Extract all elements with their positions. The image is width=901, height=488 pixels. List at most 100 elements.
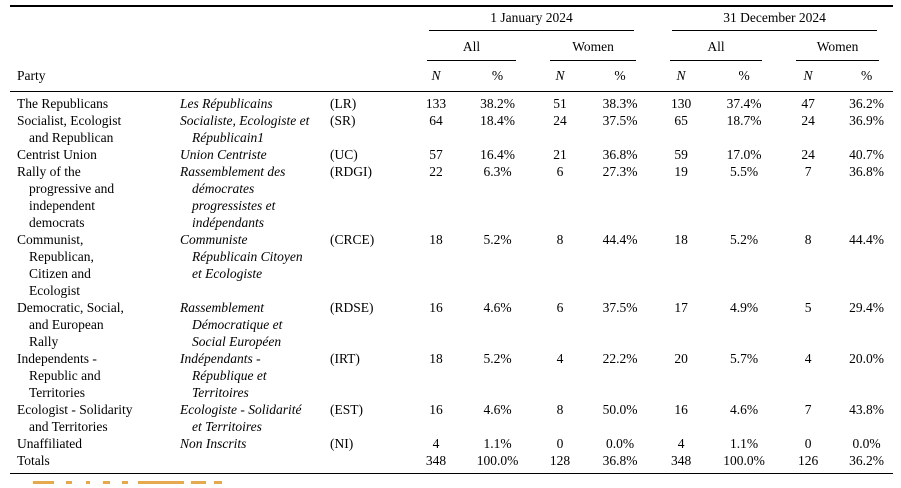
party-name-line: Social Européen xyxy=(192,334,282,349)
clipped-source-note[interactable] xyxy=(33,481,222,488)
party-name-french: Non Inscrits xyxy=(178,435,323,452)
party-name-line: Ecologiste - Solidarité xyxy=(180,402,302,417)
clipped-text-fragment xyxy=(103,481,110,484)
cell-value: 6 xyxy=(556,164,564,179)
cell-value: 0 xyxy=(556,436,564,451)
party-column-header: Party xyxy=(10,6,408,92)
party-abbreviation: (EST) xyxy=(330,402,363,417)
cell-value: 24 xyxy=(553,113,567,128)
cell-value: 18 xyxy=(429,351,443,366)
party-name-line: independent xyxy=(29,198,95,213)
clipped-text-fragment xyxy=(86,481,90,484)
cell-value: 51 xyxy=(553,96,567,111)
party-name-line: Rassemblement xyxy=(180,300,264,315)
col-header-n: N xyxy=(530,61,591,92)
cell-value: 22 xyxy=(429,164,443,179)
party-name-line: Socialiste, Ecologiste et xyxy=(180,113,310,128)
party-name-line: Republican, xyxy=(29,249,94,264)
party-name-line: Démocratique et xyxy=(192,317,283,332)
cell-value: 4 xyxy=(677,436,685,451)
cell-value: 21 xyxy=(553,147,567,162)
subheader-dec-women-label: Women xyxy=(796,31,880,61)
cell-value: 22.2% xyxy=(602,351,638,366)
party-name-english: Independents - Republic and Territories xyxy=(10,350,178,401)
col-header-pct: % xyxy=(590,61,651,92)
party-name-line: et Ecologiste xyxy=(192,266,263,281)
cell-value: 38.3% xyxy=(602,96,638,111)
cell-value: 130 xyxy=(670,96,692,111)
clipped-text-fragment xyxy=(138,481,184,484)
cell-value: 4.9% xyxy=(730,300,759,315)
cell-value: 4 xyxy=(804,351,812,366)
cell-value: 133 xyxy=(425,96,447,111)
cell-value: 37.5% xyxy=(602,113,638,128)
party-name-line: Independents - xyxy=(17,351,97,366)
party-name-french: Union Centriste xyxy=(178,146,323,163)
party-abbreviation: (IRT) xyxy=(330,351,360,366)
cell-value: 24 xyxy=(801,113,815,128)
party-name-line: et Territoires xyxy=(192,419,262,434)
cell-value: 18.4% xyxy=(480,113,515,128)
cell-value: 19 xyxy=(674,164,688,179)
party-name-line: République et xyxy=(192,368,267,383)
party-name-french: Communiste Républicain Citoyen et Ecologis… xyxy=(178,231,323,299)
col-header-n: N xyxy=(776,61,841,92)
party-abbreviation: (UC) xyxy=(330,147,358,162)
party-name-line: Communiste xyxy=(180,232,248,247)
cell-value: 8 xyxy=(556,402,564,417)
col-header-pct: % xyxy=(465,61,531,92)
party-name-english: Ecologist - Solidarity and Territories xyxy=(10,401,178,435)
cell-value: 126 xyxy=(797,453,819,468)
cell-value: 0.0% xyxy=(605,436,635,451)
party-name-french: Rassemblement Démocratique et Social Europ… xyxy=(178,299,323,350)
column-header-row: N % N % N % N % xyxy=(10,61,894,92)
cell-value: 50.0% xyxy=(602,402,638,417)
table-row: Centrist Union Union Centriste (UC) 57 16.4%… xyxy=(10,146,893,163)
party-name-line: Républicain1 xyxy=(192,130,264,145)
party-table-body: The Republicans Les Républicains (LR) 133 38… xyxy=(10,92,893,474)
party-name-line: The Republicans xyxy=(17,96,109,111)
party-abbreviation: (RDGI) xyxy=(330,164,372,179)
col-header-n: N xyxy=(650,61,713,92)
cell-value: 4.6% xyxy=(730,402,759,417)
date-header-row: Party 1 January 2024 31 December 2024 xyxy=(10,6,893,92)
party-name-line: Ecologist - Solidarity xyxy=(17,402,133,417)
cell-value: 16 xyxy=(429,402,443,417)
cell-value: 100.0% xyxy=(723,453,765,468)
cell-value: 44.4% xyxy=(849,232,885,247)
party-name-english: Totals xyxy=(10,452,178,474)
col-header-pct: % xyxy=(712,61,777,92)
cell-value: 17.0% xyxy=(726,147,762,162)
party-name-french: Socialiste, Ecologiste et Républicain1 xyxy=(178,112,323,146)
clipped-text-fragment xyxy=(122,481,128,484)
party-name-line: Rally of the xyxy=(17,164,81,179)
party-name-line: Citizen and xyxy=(29,266,91,281)
cell-value: 18 xyxy=(429,232,443,247)
col-header-pct: % xyxy=(840,61,894,92)
cell-value: 27.3% xyxy=(602,164,638,179)
party-name-line: Centrist Union xyxy=(17,147,97,162)
table-row: Socialist, Ecologist and Republican Social… xyxy=(10,112,893,146)
party-name-french: Ecologiste - Solidarité et Territoires xyxy=(178,401,323,435)
party-table: Party 1 January 2024 31 December 2024 Al… xyxy=(10,5,894,474)
cell-value: 1.1% xyxy=(483,436,512,451)
cell-value: 16 xyxy=(674,402,688,417)
cell-value: 16 xyxy=(429,300,443,315)
cell-value: 37.4% xyxy=(726,96,762,111)
party-name-line: Indépendants - xyxy=(180,351,261,366)
subheader-jan-women: Women xyxy=(530,31,650,61)
party-name-line: Non Inscrits xyxy=(180,436,247,451)
party-name-french: Indépendants - République et Territoires xyxy=(178,350,323,401)
table-row: The Republicans Les Républicains (LR) 133 38… xyxy=(10,92,893,113)
party-abbreviation: (NI) xyxy=(330,436,354,451)
cell-value: 36.8% xyxy=(849,164,885,179)
cell-value: 1.1% xyxy=(730,436,759,451)
subgroup-header-row: All Women All Women xyxy=(10,31,893,61)
subheader-dec-women: Women xyxy=(776,31,893,61)
cell-value: 5.2% xyxy=(483,232,512,247)
party-name-line: progressistes et xyxy=(192,198,276,213)
group-header-jan-label: 1 January 2024 xyxy=(429,7,635,31)
cell-value: 5.2% xyxy=(730,232,759,247)
table-row: Totals 348 100.0% 128 36.8% 348 100.0% 126 36.2% xyxy=(10,452,893,474)
